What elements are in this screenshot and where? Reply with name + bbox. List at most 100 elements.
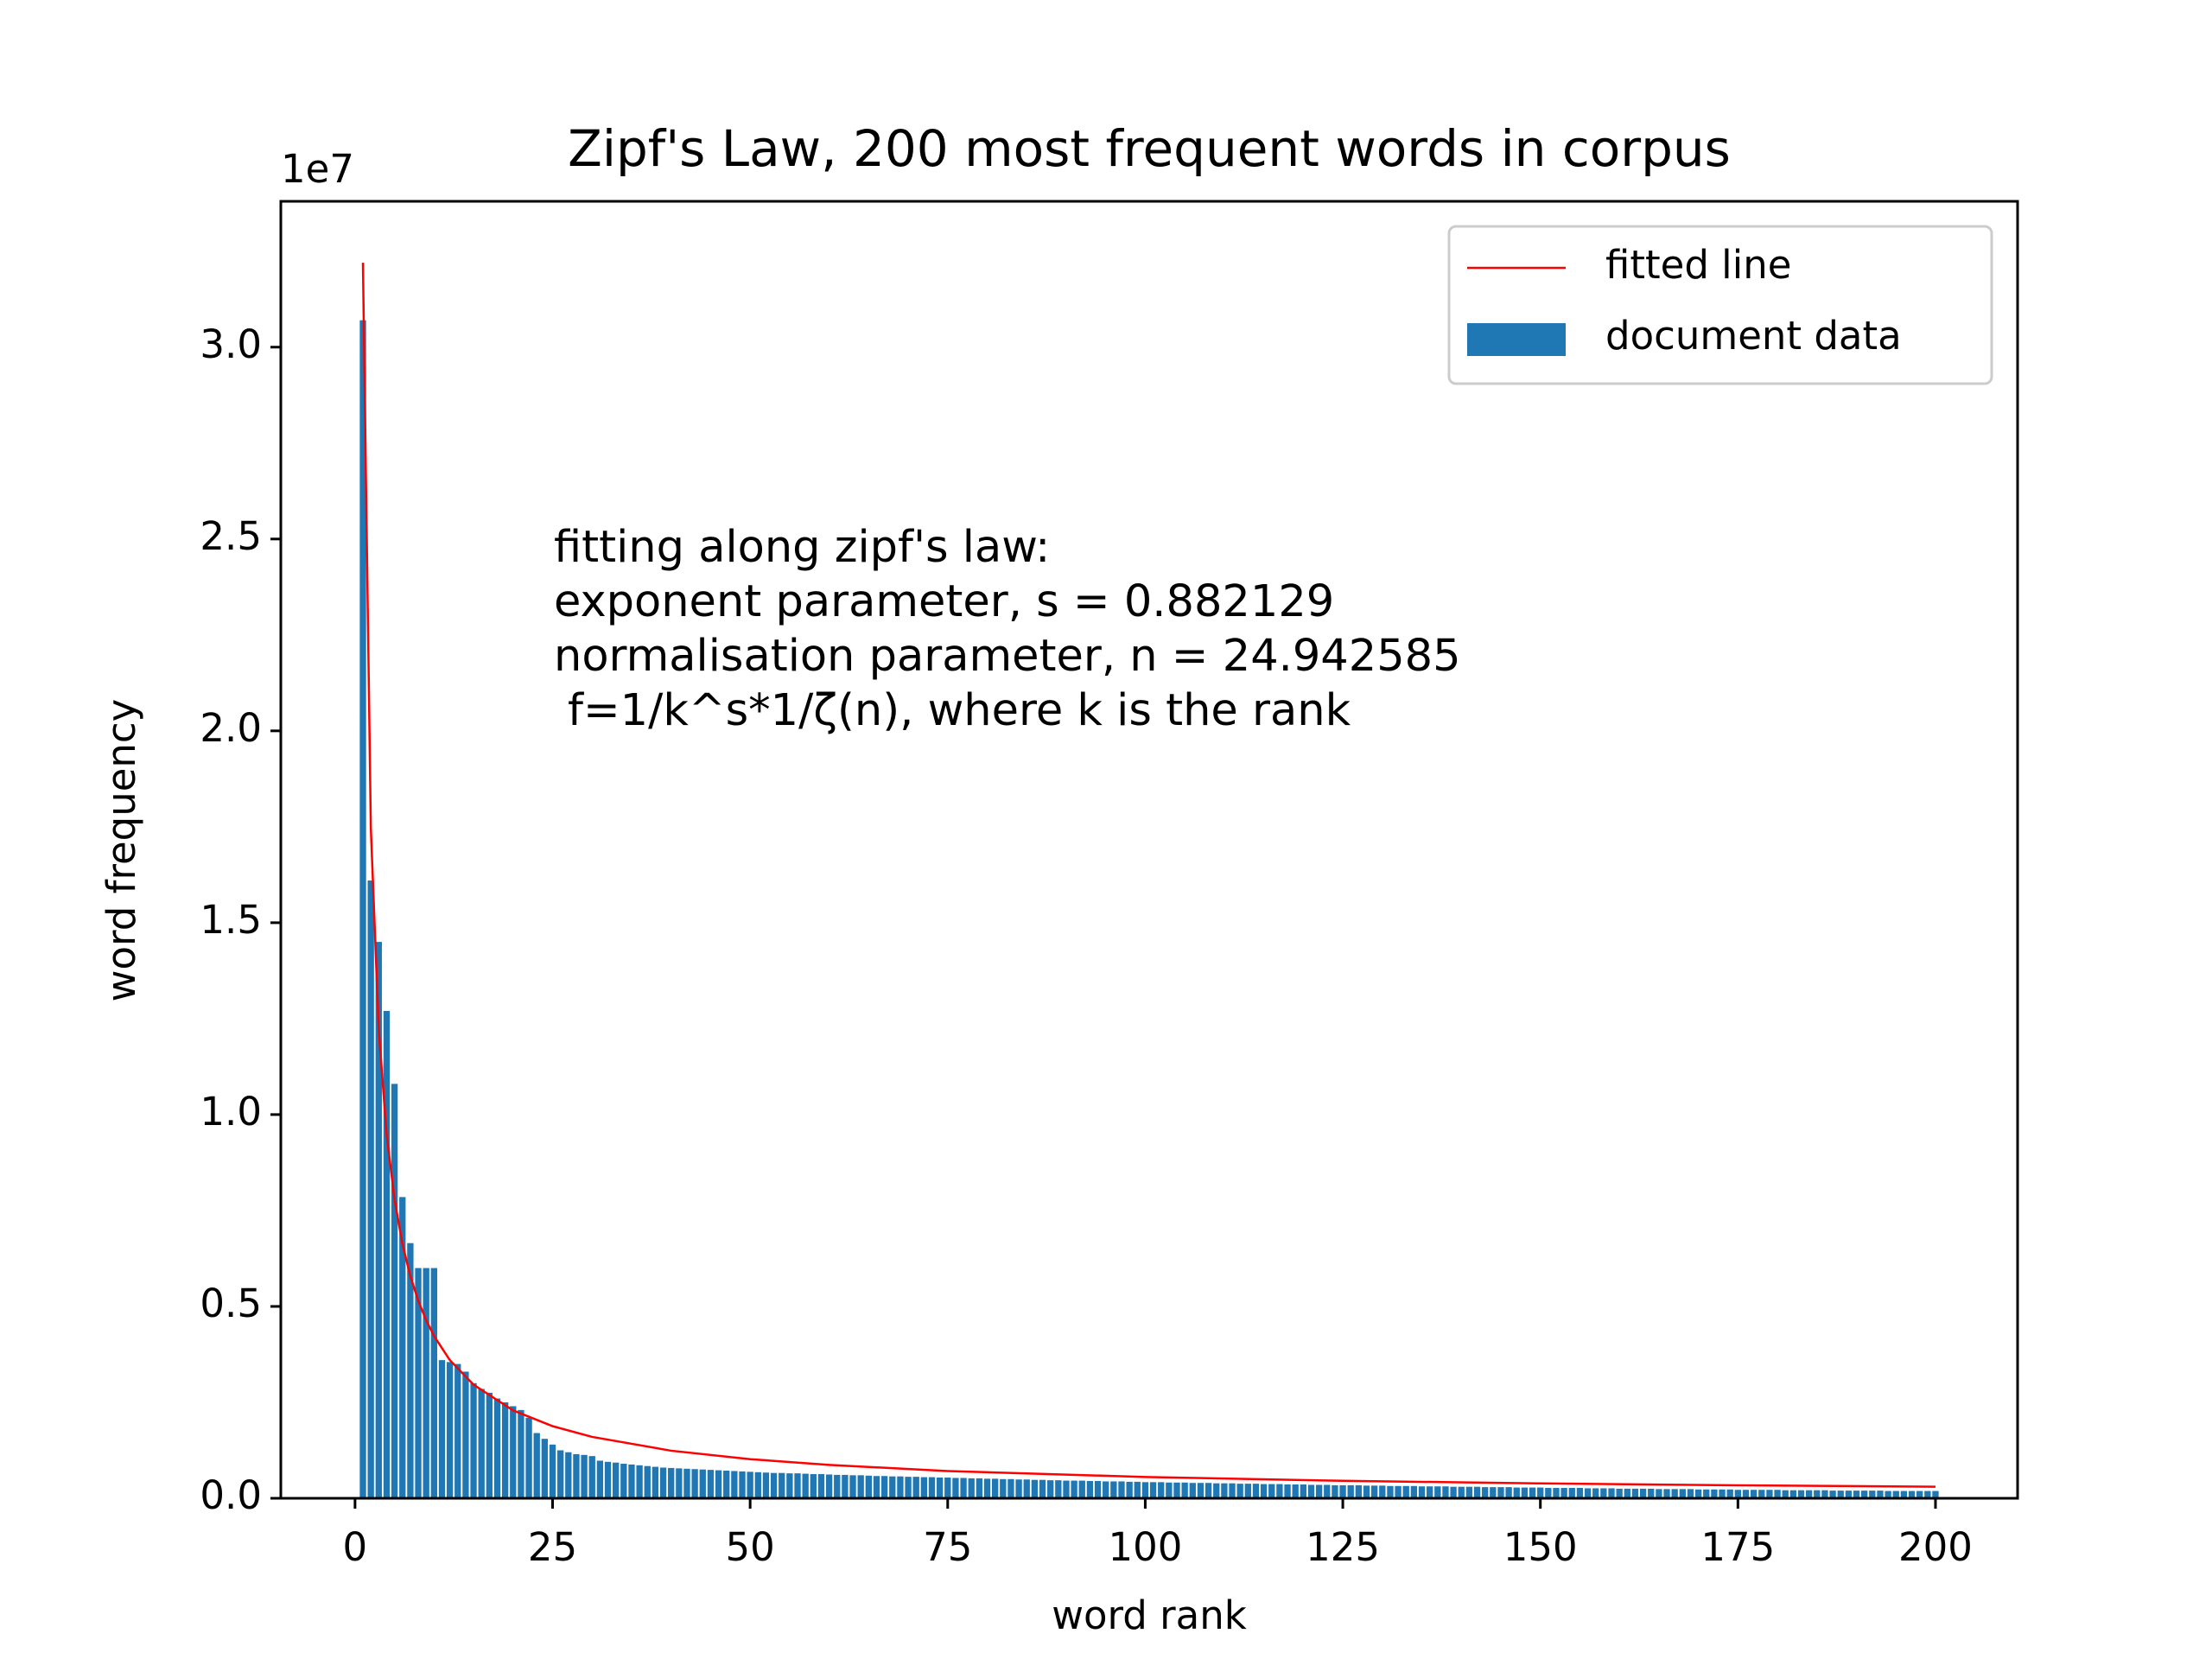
bar: [960, 1478, 967, 1498]
bar: [549, 1444, 556, 1498]
bar: [1307, 1484, 1315, 1498]
bar: [596, 1460, 604, 1498]
y-tick-label: 0.5: [200, 1281, 262, 1326]
bar: [731, 1471, 738, 1498]
bar: [1616, 1488, 1623, 1498]
bar: [525, 1417, 532, 1498]
bar: [581, 1454, 588, 1498]
bar: [1750, 1490, 1758, 1498]
axes-frame: [279, 200, 2019, 1500]
bar: [1861, 1491, 1868, 1498]
fitted-line: [361, 263, 1936, 1488]
bar: [1545, 1488, 1552, 1498]
bar: [1007, 1478, 1014, 1498]
bar: [644, 1465, 651, 1498]
bar: [802, 1473, 809, 1498]
bar: [541, 1439, 549, 1498]
bar: [1339, 1484, 1346, 1498]
bar: [565, 1452, 572, 1498]
bar: [1656, 1489, 1662, 1498]
bar: [1039, 1479, 1046, 1498]
bar: [707, 1470, 715, 1498]
y-tick-label: 1.5: [200, 897, 262, 943]
bar: [1829, 1491, 1836, 1498]
y-tick-label: 3.0: [200, 321, 262, 367]
bar: [1015, 1479, 1022, 1498]
chart-title: Zipf's Law, 200 most frequent words in c…: [568, 119, 1731, 178]
bar: [849, 1475, 856, 1498]
bar: [454, 1363, 461, 1498]
bar: [620, 1464, 627, 1498]
annotation-line: normalisation parameter, n = 24.942585: [554, 631, 1461, 682]
bar: [1284, 1484, 1291, 1498]
bar: [1608, 1488, 1615, 1498]
bar: [668, 1467, 675, 1498]
bar: [754, 1471, 761, 1498]
annotation-line: fitting along zipf's law:: [554, 522, 1050, 573]
bar: [1600, 1488, 1607, 1498]
bar: [1126, 1481, 1133, 1498]
bar: [699, 1469, 706, 1498]
bar: [944, 1478, 951, 1498]
bar: [1473, 1486, 1481, 1498]
bar: [676, 1468, 683, 1498]
bar: [1213, 1483, 1220, 1498]
bar: [438, 1360, 446, 1498]
bar: [1482, 1487, 1489, 1498]
bar: [928, 1477, 936, 1498]
bar: [407, 1243, 414, 1498]
bar: [1592, 1488, 1599, 1498]
y-tick-label: 2.5: [200, 513, 262, 559]
bar: [628, 1464, 635, 1498]
bar: [1782, 1490, 1789, 1498]
bar: [897, 1476, 904, 1498]
bar: [1805, 1490, 1813, 1498]
bar: [1726, 1489, 1733, 1498]
bar: [1742, 1490, 1750, 1498]
bar: [1324, 1484, 1331, 1498]
bar: [1711, 1489, 1718, 1498]
bar: [1719, 1489, 1726, 1498]
bar: [1134, 1481, 1141, 1498]
bar: [1766, 1490, 1773, 1498]
legend-box: [1447, 225, 1993, 385]
bar: [636, 1465, 643, 1498]
legend-swatch: [1467, 323, 1566, 356]
bar: [1789, 1490, 1797, 1498]
x-tick-label: 200: [1898, 1524, 1973, 1570]
bar: [1560, 1488, 1567, 1498]
bar: [762, 1472, 770, 1498]
bar: [770, 1472, 778, 1498]
bar: [367, 880, 374, 1498]
bar: [1173, 1482, 1180, 1498]
bar: [976, 1478, 983, 1498]
bar: [493, 1398, 501, 1498]
bar: [912, 1477, 919, 1498]
bar: [518, 1409, 524, 1498]
bar: [486, 1392, 493, 1498]
bar: [834, 1474, 841, 1498]
bar: [652, 1466, 659, 1498]
bar: [1521, 1487, 1529, 1498]
x-tick-label: 150: [1503, 1524, 1578, 1570]
bar: [1332, 1484, 1338, 1498]
bar: [430, 1268, 437, 1498]
bar: [1181, 1482, 1188, 1498]
bar: [1229, 1483, 1236, 1498]
y-tick-label: 0.0: [200, 1472, 262, 1518]
bar: [1063, 1480, 1070, 1498]
bar: [415, 1268, 422, 1498]
y-tick-label: 2.0: [200, 705, 262, 751]
y-axis-label: word frequency: [99, 699, 144, 1002]
bar: [1837, 1491, 1844, 1498]
bar: [1576, 1488, 1584, 1498]
bar: [786, 1473, 793, 1498]
bar: [1584, 1488, 1592, 1498]
bar: [1932, 1491, 1939, 1498]
bar: [1260, 1484, 1268, 1498]
bar: [1916, 1491, 1923, 1498]
bar: [1379, 1485, 1386, 1498]
bar: [1118, 1481, 1125, 1498]
bar: [1047, 1480, 1054, 1498]
